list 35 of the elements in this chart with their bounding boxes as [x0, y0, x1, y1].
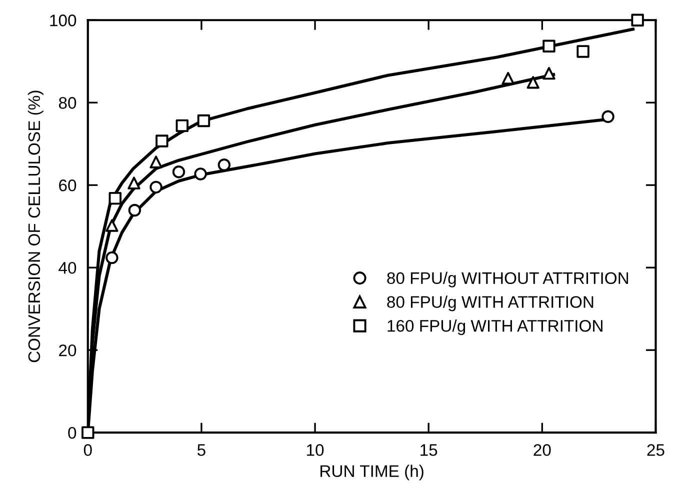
x-tick-label: 20 [534, 444, 551, 456]
point [106, 251, 118, 264]
point [631, 14, 644, 26]
x-tick-label: 15 [420, 444, 438, 456]
point [526, 76, 540, 89]
point [576, 45, 590, 58]
point [542, 40, 556, 52]
legend-label: 160 FPU/g WITH ATTRITION [388, 320, 602, 336]
y-tick-label: 100 [50, 14, 76, 26]
point [82, 426, 94, 439]
point [194, 168, 207, 180]
legend-label: 80 FPU/g WITHOUT ATTRITION [387, 272, 628, 288]
point [542, 66, 556, 80]
x-tick-label: 10 [307, 444, 324, 456]
point [602, 110, 614, 123]
y-tick-label: 0 [68, 426, 76, 439]
y-tick-label: 80 [58, 97, 76, 109]
x-tick-label: 0 [84, 444, 92, 456]
point [197, 114, 210, 128]
y-tick-label: 60 [59, 180, 76, 192]
y-tick-label: 40 [58, 262, 76, 274]
x-tick-label: 25 [647, 444, 664, 456]
y-axis-title: CONVERSION OF CELLULOSE (%) [28, 90, 44, 362]
x-axis-title: RUN TIME (h) [320, 464, 424, 480]
point [106, 219, 118, 232]
point [128, 204, 142, 217]
y-tick-label: 20 [59, 344, 76, 356]
point [128, 176, 140, 190]
legend-label: 80 FPU/g WITH ATTRITION [387, 296, 594, 312]
point [150, 180, 162, 194]
x-tick-label: 5 [197, 444, 206, 456]
point [156, 134, 168, 148]
point [172, 166, 186, 178]
point [108, 192, 122, 205]
point [176, 119, 188, 132]
